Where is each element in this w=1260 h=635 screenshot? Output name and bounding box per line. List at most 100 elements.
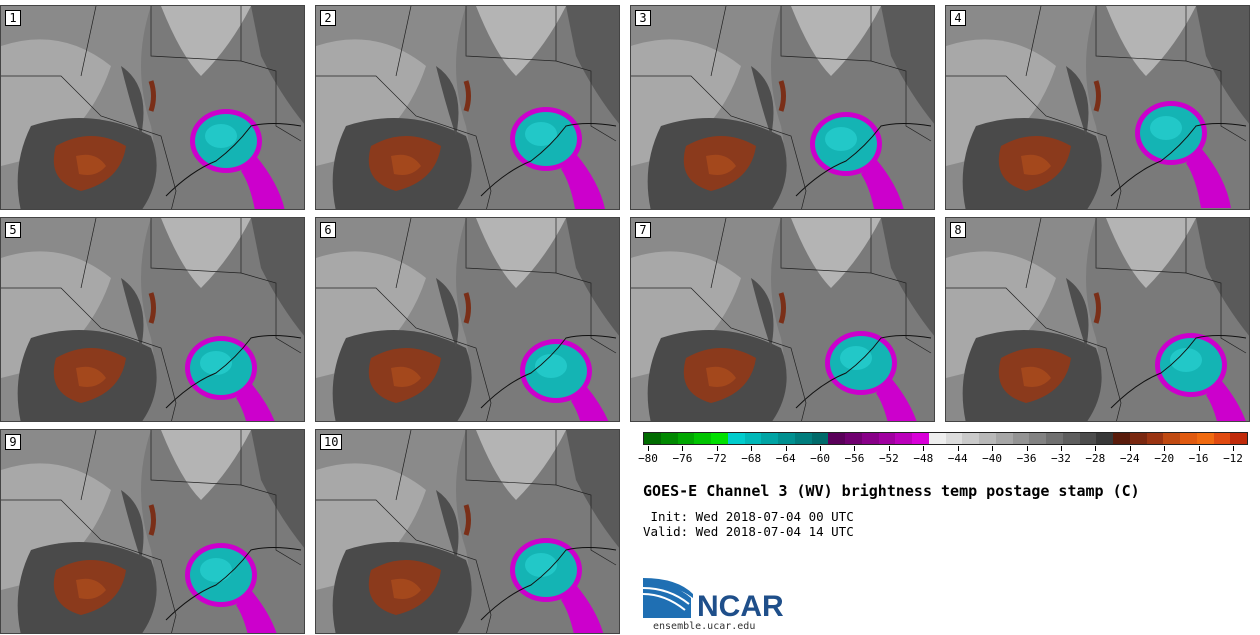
member-panel: 7 — [630, 217, 935, 422]
colorbar-cell — [660, 433, 678, 444]
colorbar-tick-label: −12 — [1223, 452, 1243, 465]
colorbar-cell — [744, 433, 762, 444]
colorbar-tick — [992, 446, 994, 451]
colorbar-cell — [761, 433, 778, 444]
colorbar-tick — [957, 446, 959, 451]
member-panel: 10 — [315, 429, 620, 634]
panel-label: 10 — [320, 434, 343, 450]
colorbar-tick — [854, 446, 856, 451]
panel-label: 7 — [635, 222, 651, 238]
logo-url: ensemble.ucar.edu — [653, 621, 756, 632]
colorbar-cell — [677, 433, 695, 444]
colorbar — [643, 432, 1248, 445]
colorbar-cell — [1029, 433, 1046, 444]
colorbar-tick-label: −24 — [1119, 452, 1140, 465]
colorbar-tick-label: −68 — [741, 452, 762, 465]
colorbar-cell — [1012, 433, 1030, 444]
figure-title: GOES-E Channel 3 (WV) brightness temp po… — [643, 482, 1140, 500]
colorbar-cell — [845, 433, 862, 444]
colorbar-cell — [694, 433, 711, 444]
colorbar-cell — [778, 433, 795, 444]
panel-label: 9 — [5, 434, 21, 450]
colorbar-tick-label: −20 — [1154, 452, 1175, 465]
member-panel: 1 — [0, 5, 305, 210]
colorbar-tick — [888, 446, 890, 451]
logo-text: NCAR — [697, 590, 784, 622]
member-panel: 3 — [630, 5, 935, 210]
colorbar-cell — [711, 433, 728, 444]
colorbar-cell — [1213, 433, 1231, 444]
colorbar-cell — [828, 433, 845, 444]
panel-label: 4 — [950, 10, 966, 26]
colorbar-tick — [1095, 446, 1097, 451]
member-panel: 2 — [315, 5, 620, 210]
colorbar-tick — [923, 446, 925, 451]
colorbar-tick — [1129, 446, 1131, 451]
colorbar-tick-label: −60 — [810, 452, 830, 465]
colorbar-tick — [1060, 446, 1062, 451]
panel-label: 3 — [635, 10, 651, 26]
colorbar-cell — [1196, 433, 1214, 444]
colorbar-tick — [1026, 446, 1028, 451]
colorbar-tick — [751, 446, 753, 451]
colorbar-tick — [1164, 446, 1166, 451]
colorbar-cell — [1113, 433, 1130, 444]
valid-time: Valid: Wed 2018-07-04 14 UTC — [643, 524, 854, 539]
colorbar-cell — [1096, 433, 1113, 444]
colorbar-cell — [1163, 433, 1180, 444]
ncar-logo: NCAR — [643, 578, 784, 622]
colorbar-cell — [912, 433, 929, 444]
colorbar-cell — [928, 433, 946, 444]
colorbar-cell — [962, 433, 979, 444]
member-panel: 4 — [945, 5, 1250, 210]
init-time: Init: Wed 2018-07-04 00 UTC — [643, 509, 854, 524]
colorbar-tick-label: −64 — [775, 452, 796, 465]
colorbar-tick — [682, 446, 684, 451]
colorbar-tick-label: −32 — [1051, 452, 1071, 465]
colorbar-tick-label: −40 — [982, 452, 1003, 465]
colorbar-tick — [785, 446, 787, 451]
colorbar-tick-label: −72 — [706, 452, 727, 465]
colorbar-ticks: −80 −76 −72 −68 −64 −60 −56 −52 −48 −44 −40 −36 −32 −… — [638, 446, 1248, 468]
colorbar-cell — [1146, 433, 1164, 444]
colorbar-cell — [811, 433, 829, 444]
colorbar-cell — [1230, 433, 1247, 444]
member-panel: 5 — [0, 217, 305, 422]
colorbar-cell — [794, 433, 812, 444]
colorbar-tick-label: −36 — [1016, 452, 1037, 465]
colorbar-cell — [727, 433, 745, 444]
colorbar-cell — [1129, 433, 1147, 444]
panel-label: 5 — [5, 222, 21, 238]
colorbar-tick — [648, 446, 649, 451]
colorbar-tick-label: −16 — [1188, 452, 1209, 465]
colorbar-tick-label: −80 — [638, 452, 658, 465]
colorbar-cell — [644, 433, 661, 444]
colorbar-cell — [1046, 433, 1063, 444]
colorbar-tick — [1233, 446, 1234, 451]
panel-label: 6 — [320, 222, 336, 238]
colorbar-tick — [716, 446, 718, 451]
colorbar-cell — [1062, 433, 1080, 444]
colorbar-tick-label: −48 — [913, 452, 934, 465]
panel-label: 8 — [950, 222, 966, 238]
colorbar-cell — [861, 433, 879, 444]
member-panel: 6 — [315, 217, 620, 422]
colorbar-tick-label: −52 — [878, 452, 899, 465]
colorbar-cell — [1079, 433, 1097, 444]
colorbar-tick-label: −76 — [672, 452, 693, 465]
member-panel: 9 — [0, 429, 305, 634]
colorbar-cell — [1180, 433, 1197, 444]
member-panel: 8 — [945, 217, 1250, 422]
colorbar-tick-label: −28 — [1085, 452, 1106, 465]
colorbar-cell — [945, 433, 963, 444]
colorbar-cell — [979, 433, 996, 444]
colorbar-tick-label: −56 — [844, 452, 865, 465]
colorbar-cell — [995, 433, 1013, 444]
colorbar-cell — [895, 433, 912, 444]
panel-label: 2 — [320, 10, 336, 26]
colorbar-tick — [1198, 446, 1200, 451]
colorbar-tick-label: −44 — [947, 452, 968, 465]
colorbar-cell — [878, 433, 896, 444]
panel-label: 1 — [5, 10, 21, 26]
colorbar-tick — [820, 446, 822, 451]
